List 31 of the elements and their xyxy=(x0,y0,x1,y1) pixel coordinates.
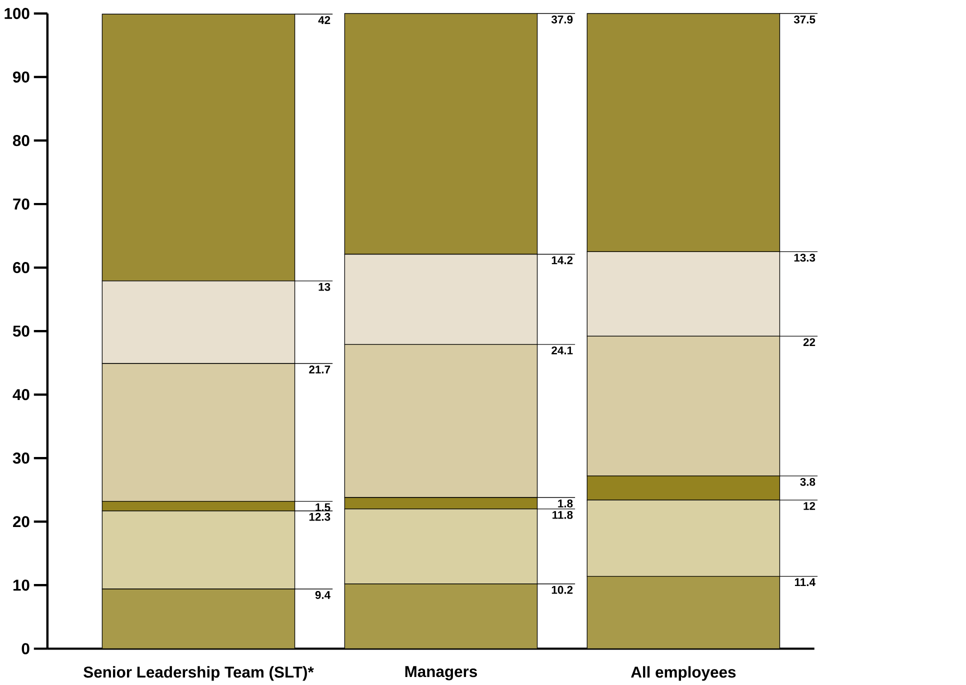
data-label: 22 xyxy=(803,338,816,346)
x-tick-label: All employees xyxy=(631,666,736,682)
data-label: 13 xyxy=(318,283,330,292)
y-tick-label: 10 xyxy=(13,580,30,591)
data-label: 42 xyxy=(318,16,330,24)
data-label: 9.4 xyxy=(315,591,330,600)
data-label: 14.2 xyxy=(552,256,573,264)
y-tick-label: 0 xyxy=(22,643,30,654)
data-label: 10.2 xyxy=(552,586,573,594)
x-tick-label: Managers xyxy=(405,666,477,681)
data-label: 37.9 xyxy=(551,16,573,24)
y-tick-label: 90 xyxy=(13,72,30,83)
y-tick-label: 100 xyxy=(4,8,30,20)
y-tick-label: 70 xyxy=(13,198,30,210)
data-label: 24.1 xyxy=(552,346,573,355)
y-tick-label: 60 xyxy=(13,262,30,274)
y-tick-label: 20 xyxy=(13,516,30,528)
data-label: 1.8 xyxy=(558,500,573,508)
y-tick-label: 80 xyxy=(12,135,30,146)
data-label: 12.3 xyxy=(309,513,330,522)
y-tick-label: 40 xyxy=(12,389,30,400)
data-label: 13.3 xyxy=(794,254,816,262)
data-label: 37.5 xyxy=(794,16,816,24)
data-label: 3.8 xyxy=(800,478,816,486)
x-tick-label: Senior Leadership Team (SLT)* xyxy=(84,666,314,682)
data-label: 11.4 xyxy=(794,578,816,586)
data-label: 21.7 xyxy=(309,366,330,374)
data-label: 11.8 xyxy=(552,511,573,520)
data-label: 12 xyxy=(804,502,816,510)
y-tick-label: 30 xyxy=(12,452,30,464)
y-tick-label: 50 xyxy=(12,326,30,337)
